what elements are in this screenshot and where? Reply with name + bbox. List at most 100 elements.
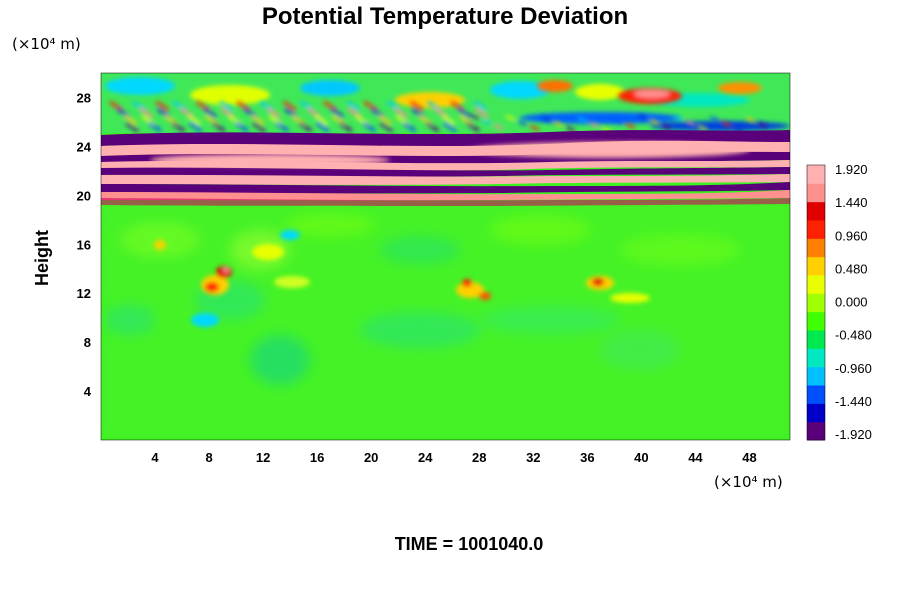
wave-streak [132,100,147,112]
x-tick-label: 32 [526,450,540,465]
wave-streak [275,121,290,133]
wave-streak [378,114,392,126]
wave-streak [171,121,186,133]
x-tick-label: 24 [418,450,433,465]
y-unit-label: (×10⁴ m) [12,35,81,53]
wave-streak [661,123,672,131]
wave-streak [458,114,473,126]
colorbar-tick-label: -0.960 [835,361,872,376]
wave-streak [164,114,178,126]
y-tick-label: 12 [77,286,91,301]
wave-streak [346,100,361,112]
y-tick-label: 16 [77,237,91,252]
x-tick-label: 16 [310,450,324,465]
wave-streak [362,121,376,133]
colorbar-swatch [807,256,825,276]
colorbar-swatch [807,385,825,404]
colorbar-swatch [807,366,825,386]
y-tick-label: 8 [84,335,91,350]
wave-streak [195,100,210,112]
x-tick-label: 36 [580,450,594,465]
wave-streak [469,113,480,121]
wave-streak [625,122,636,130]
wave-streak [517,119,528,127]
plot-frame [100,72,791,441]
wave-streak [266,107,281,119]
x-tick-label: 8 [205,450,212,465]
wave-streak [268,114,282,126]
wave-streak [481,118,492,126]
wave-streak [180,107,194,119]
x-tick-label: 28 [472,450,486,465]
x-tick-label: 12 [256,450,270,465]
wave-streak [697,124,708,132]
wave-streak [757,121,768,129]
colorbar-swatch [807,275,825,294]
wave-streak [473,100,488,112]
wave-streak [379,121,394,133]
wave-streak [637,113,648,121]
wave-streak [220,107,235,119]
y-tick-label: 24 [77,139,92,154]
wave-streak [291,114,306,126]
wave-streak [685,119,696,127]
wave-streak [505,114,516,122]
x-tick-label: 44 [688,450,703,465]
wave-streak [673,114,684,122]
colorbar-swatch [807,311,825,331]
wave-streak [204,114,219,126]
wave-streak [394,107,408,119]
wave-streak [649,118,660,126]
plot-area [101,73,790,440]
colorbar-tick-label: -1.440 [835,394,872,409]
wave-streak [457,107,472,119]
y-tick-label: 4 [84,384,92,399]
wave-streak [156,107,171,119]
wave-streak [330,107,345,119]
y-tick-labels: 4 8 12 16 20 24 28 [77,90,92,399]
x-tick-labels: 4 8 12 16 20 24 28 32 36 40 44 48 [151,450,756,465]
wave-streak [589,121,600,129]
colorbar-tick-label: -1.920 [835,427,872,442]
colorbar-swatch [807,403,825,423]
colorbar-swatch [807,348,825,368]
wave-streak [284,107,298,119]
chart-title: Potential Temperature Deviation [262,3,628,30]
wave-streak [386,100,401,112]
wave-streak [402,121,417,133]
colorbar-swatch [807,183,825,203]
colorbar-swatch [807,201,825,221]
x-tick-label: 4 [151,450,159,465]
colorbar-swatch [807,330,825,349]
colorbar-swatch [807,421,825,441]
colorbar-swatch [807,165,825,184]
wave-streak [140,114,155,126]
wave-streak [493,123,504,131]
wave-streak [307,107,321,119]
wave-streak [395,114,410,126]
colorbar: 1.920 1.440 0.960 0.480 0.000 -0.480 -0.960 -1.… [806,162,872,442]
wave-streak [235,121,249,133]
colorbar-tick-label: 0.000 [835,295,868,310]
y-tick-label: 20 [77,188,91,203]
wave-streak [347,107,362,119]
colorbar-tick-label: 1.920 [835,162,868,177]
wave-streak [314,114,329,126]
colorbar-tick-label: 1.440 [835,195,868,210]
wave-streak [553,120,564,128]
wave-streak [427,100,441,112]
wave-streak [172,100,187,112]
wave-streak [434,107,449,119]
wave-streak [363,100,378,112]
wave-streak [409,100,424,112]
wave-streak [315,121,330,133]
x-unit-label: (×10⁴ m) [714,473,783,491]
wave-streak [721,120,732,128]
wave-streak [418,114,433,126]
wave-streak [282,100,297,112]
wave-streak [339,121,353,133]
x-tick-label: 48 [742,450,756,465]
wave-streak [250,114,265,126]
wave-streak [565,125,576,133]
